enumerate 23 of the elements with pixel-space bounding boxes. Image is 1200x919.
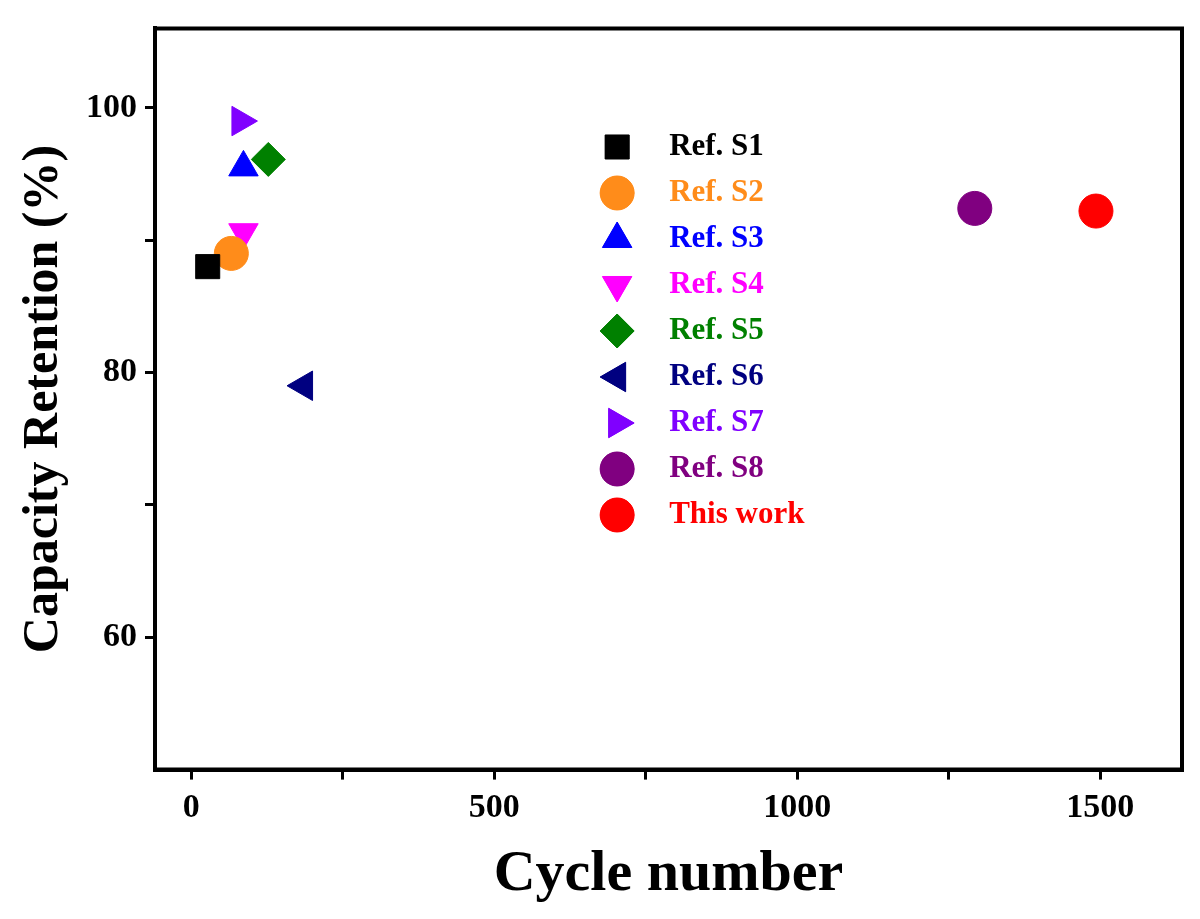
y-tick-label: 80 [103, 351, 137, 389]
x-axis-title: Cycle number [493, 838, 844, 904]
y-tick-label: 60 [103, 616, 137, 654]
legend-label: Ref. S1 [669, 127, 764, 163]
legend-label: Ref. S5 [669, 311, 764, 347]
legend-label: Ref. S6 [669, 357, 764, 393]
legend-label: Ref. S4 [669, 265, 764, 301]
y-axis-title: Capacity Retention (%) [11, 144, 68, 654]
legend-label: Ref. S3 [669, 219, 764, 255]
y-tick-label: 100 [86, 86, 137, 124]
point [957, 190, 993, 226]
x-tick-label: 0 [182, 786, 200, 824]
x-tick-label: 500 [468, 786, 520, 824]
point [213, 235, 249, 271]
point [195, 254, 221, 280]
legend-label: Ref. S2 [669, 173, 764, 209]
legend-label: Ref. S7 [669, 403, 764, 439]
point [250, 141, 286, 177]
legend-label: This work [669, 495, 806, 531]
legend-label: Ref. S8 [669, 449, 764, 485]
x-tick-label: 1500 [1066, 786, 1135, 824]
point [1078, 193, 1114, 229]
x-tick-label: 1000 [763, 786, 832, 824]
